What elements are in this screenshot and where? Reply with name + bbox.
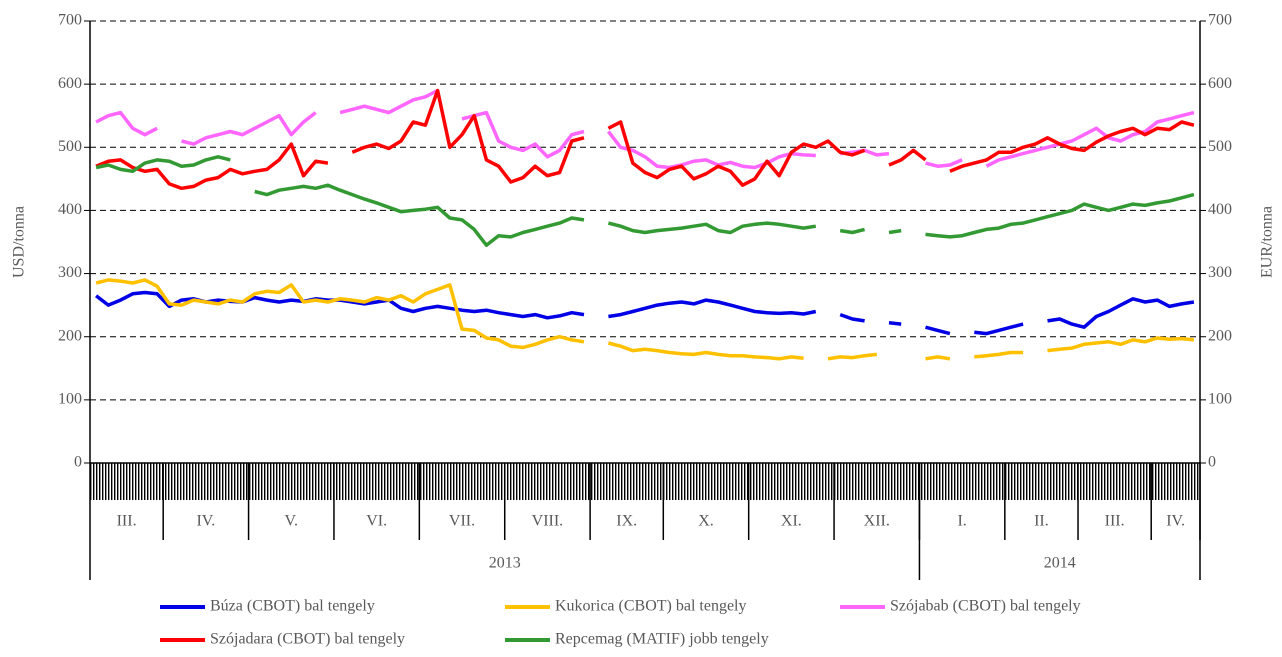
y-tick-label: 200 (58, 327, 82, 344)
series-line (95, 290, 1195, 336)
series-line (95, 278, 1195, 361)
series-line (95, 88, 1195, 191)
month-label: XII. (864, 513, 890, 530)
series-line (95, 155, 1195, 247)
legend-label: Szójabab (CBOT) bal tengely (890, 598, 1081, 615)
month-label: VII. (449, 513, 475, 530)
legend-label: Búza (CBOT) bal tengely (210, 598, 375, 615)
y-tick-label: 0 (74, 454, 82, 471)
day-ticks (90, 463, 1200, 500)
month-label: IV. (196, 513, 215, 530)
y-tick-label: 400 (58, 201, 82, 218)
month-label: III. (1105, 513, 1125, 530)
legend-label: Repcemag (MATIF) jobb tengely (555, 631, 769, 648)
legend-label: Szójadara (CBOT) bal tengely (210, 631, 405, 648)
y2-tick-label: 0 (1208, 454, 1216, 471)
month-label: VI. (366, 513, 387, 530)
legend-label: Kukorica (CBOT) bal tengely (555, 598, 747, 615)
y-tick-label: 700 (58, 12, 82, 29)
month-label: IX. (616, 513, 637, 530)
y-tick-label: 500 (58, 138, 82, 155)
month-label: II. (1034, 513, 1049, 530)
y-tick-label: 600 (58, 75, 82, 92)
year-label: 2014 (1044, 555, 1076, 572)
y2-tick-label: 400 (1208, 201, 1232, 218)
month-label: V. (285, 513, 299, 530)
y-axis-title: USD/tonna (11, 206, 28, 278)
month-label: XI. (781, 513, 802, 530)
y2-tick-label: 100 (1208, 391, 1232, 408)
y2-tick-label: 500 (1208, 138, 1232, 155)
month-label: I. (957, 513, 966, 530)
month-label: IV. (1166, 513, 1185, 530)
month-label: X. (698, 513, 714, 530)
y-tick-label: 100 (58, 391, 82, 408)
series-line (95, 88, 1195, 170)
y2-tick-label: 200 (1208, 327, 1232, 344)
y2-tick-label: 700 (1208, 12, 1232, 29)
year-label: 2013 (489, 555, 521, 572)
y2-axis-title: EUR/tonna (1259, 206, 1276, 278)
month-label: VIII. (532, 513, 564, 530)
month-label: III. (117, 513, 137, 530)
y-tick-label: 300 (58, 264, 82, 281)
y2-tick-label: 300 (1208, 264, 1232, 281)
y2-tick-label: 600 (1208, 75, 1232, 92)
